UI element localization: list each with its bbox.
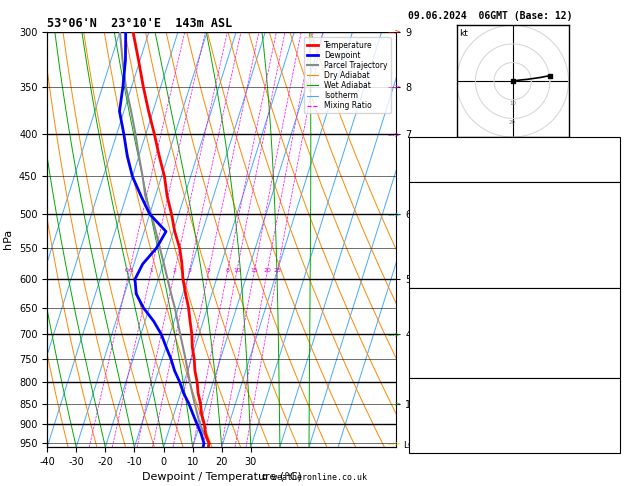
Text: Dewp (°C): Dewp (°C) — [412, 215, 464, 225]
Text: 53°06'N  23°10'E  143m ASL: 53°06'N 23°10'E 143m ASL — [47, 17, 233, 31]
Text: © weatheronline.co.uk: © weatheronline.co.uk — [262, 473, 367, 482]
Text: 1: 1 — [150, 268, 153, 273]
Y-axis label: hPa: hPa — [3, 229, 13, 249]
Text: 15: 15 — [250, 268, 259, 273]
Text: Surface: Surface — [494, 185, 534, 194]
Text: LCL: LCL — [403, 441, 420, 450]
Text: 0.5: 0.5 — [125, 268, 135, 273]
Text: 0: 0 — [611, 276, 616, 285]
Text: 1.96: 1.96 — [593, 170, 616, 179]
Text: 5: 5 — [207, 268, 211, 273]
Text: EH: EH — [412, 396, 423, 405]
Text: 13.6: 13.6 — [593, 215, 616, 225]
Text: Lifted Index: Lifted Index — [412, 245, 481, 255]
Text: Mixing Ratio (g/kg): Mixing Ratio (g/kg) — [432, 196, 441, 282]
Text: 950: 950 — [599, 306, 616, 315]
Text: Hodograph: Hodograph — [488, 381, 540, 390]
Text: PW (cm): PW (cm) — [412, 170, 452, 179]
Text: --->: ---> — [388, 29, 401, 35]
Text: 271°: 271° — [593, 426, 616, 435]
Text: SREH: SREH — [412, 411, 435, 420]
Text: Lifted Index: Lifted Index — [412, 336, 481, 345]
Text: 0: 0 — [611, 351, 616, 360]
Text: 3: 3 — [611, 245, 616, 255]
Text: 1: 1 — [611, 336, 616, 345]
Text: CIN (J): CIN (J) — [412, 276, 452, 285]
Text: 9: 9 — [611, 140, 616, 149]
Text: Temp (°C): Temp (°C) — [412, 200, 464, 209]
Text: 15.4: 15.4 — [593, 200, 616, 209]
Text: --->: ---> — [388, 131, 401, 138]
Text: CAPE (J): CAPE (J) — [412, 351, 458, 360]
Text: 317: 317 — [599, 230, 616, 240]
Text: Pressure (mb): Pressure (mb) — [412, 306, 487, 315]
Text: --->: ---> — [388, 331, 401, 337]
Text: --->: ---> — [388, 84, 401, 89]
Y-axis label: km
ASL: km ASL — [415, 230, 436, 248]
Text: 2: 2 — [173, 268, 177, 273]
Text: Most Unstable: Most Unstable — [477, 291, 552, 300]
Text: 25: 25 — [274, 268, 282, 273]
Text: CAPE (J): CAPE (J) — [412, 260, 458, 270]
Text: 09.06.2024  06GMT (Base: 12): 09.06.2024 06GMT (Base: 12) — [408, 11, 572, 21]
Text: 8: 8 — [226, 268, 230, 273]
Text: 3: 3 — [187, 268, 192, 273]
Text: θₑ(K): θₑ(K) — [412, 230, 441, 240]
Text: --->: ---> — [388, 400, 401, 407]
Text: K: K — [412, 140, 418, 149]
Text: 46: 46 — [605, 155, 616, 164]
Text: 321: 321 — [599, 321, 616, 330]
Text: θₑ (K): θₑ (K) — [412, 321, 447, 330]
Text: 0: 0 — [611, 260, 616, 270]
Text: 20: 20 — [509, 121, 516, 125]
Text: 0: 0 — [611, 366, 616, 375]
Text: 10: 10 — [233, 268, 241, 273]
Legend: Temperature, Dewpoint, Parcel Trajectory, Dry Adiabat, Wet Adiabat, Isotherm, Mi: Temperature, Dewpoint, Parcel Trajectory… — [304, 37, 391, 113]
X-axis label: Dewpoint / Temperature (°C): Dewpoint / Temperature (°C) — [142, 472, 302, 483]
Text: 30: 30 — [509, 140, 516, 145]
Text: 20: 20 — [264, 268, 271, 273]
Text: --->: ---> — [388, 211, 401, 217]
Text: StmDir: StmDir — [412, 426, 447, 435]
Text: -27: -27 — [599, 396, 616, 405]
Text: kt: kt — [459, 29, 468, 37]
Text: 30: 30 — [605, 411, 616, 420]
Text: Totals Totals: Totals Totals — [412, 155, 487, 164]
Text: StmSpd (kt): StmSpd (kt) — [412, 441, 476, 451]
Text: --->: ---> — [388, 440, 401, 446]
Text: 25: 25 — [605, 441, 616, 451]
Text: 10: 10 — [509, 101, 516, 106]
Text: CIN (J): CIN (J) — [412, 366, 452, 375]
